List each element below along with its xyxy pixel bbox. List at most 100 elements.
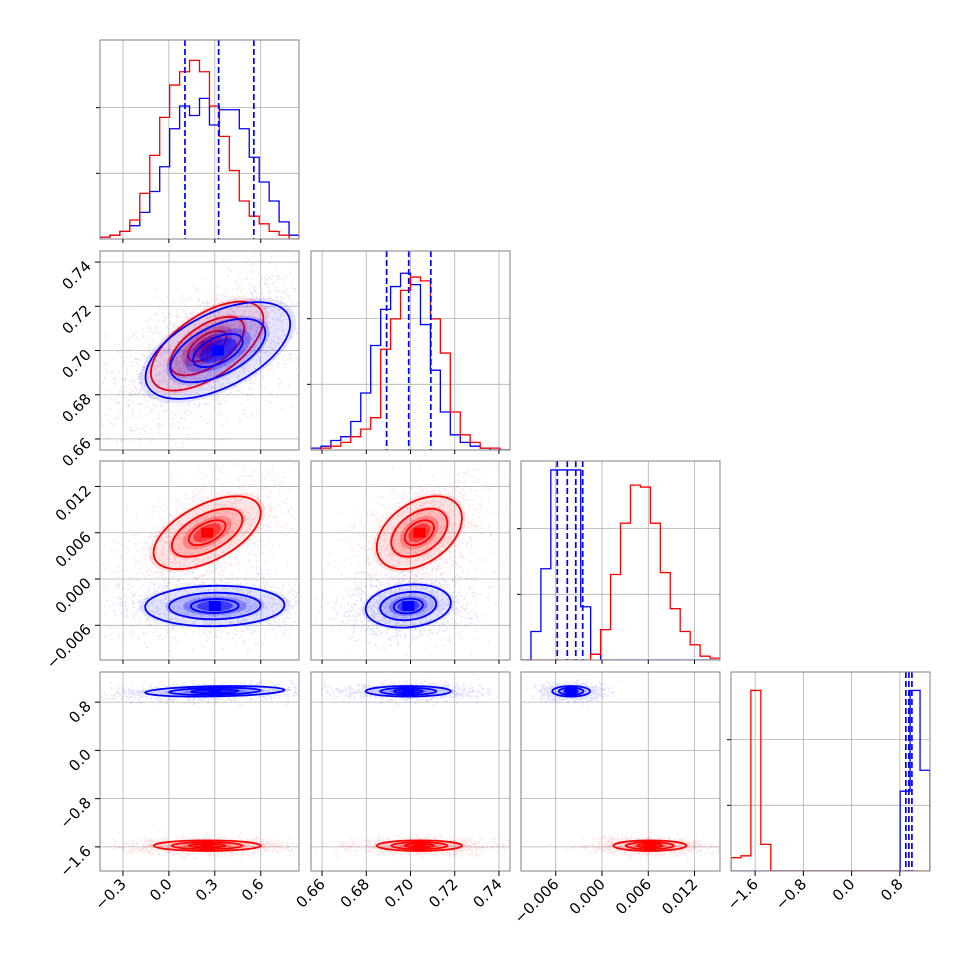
x-tick-label: 0.70 bbox=[381, 875, 417, 911]
contour-red bbox=[375, 495, 463, 571]
x-tick-label: −0.8 bbox=[772, 875, 810, 913]
panel-content bbox=[311, 251, 510, 450]
panel-content bbox=[100, 461, 299, 660]
contour-blue bbox=[563, 688, 579, 695]
panel-content bbox=[311, 672, 510, 871]
panel-frame bbox=[520, 671, 721, 872]
hist-line-red bbox=[521, 484, 720, 660]
y-tick-label: −0.8 bbox=[56, 794, 94, 832]
contour-red bbox=[403, 842, 435, 849]
hist-panel-2 bbox=[517, 460, 721, 661]
x-tick-label: 0.012 bbox=[658, 875, 701, 918]
contour-blue bbox=[379, 686, 438, 696]
x-tick-label: 0.72 bbox=[425, 875, 461, 911]
pair-panel-1-3 bbox=[310, 671, 511, 872]
panel-content bbox=[100, 672, 299, 871]
contour-blue bbox=[144, 584, 286, 628]
hist-line-red bbox=[731, 689, 930, 871]
panel-content bbox=[521, 672, 720, 871]
contour-blue bbox=[168, 686, 262, 696]
panel-content bbox=[311, 461, 510, 660]
contour-red bbox=[390, 507, 449, 558]
hist-line-blue bbox=[100, 97, 299, 239]
contour-blue bbox=[557, 686, 585, 696]
contour-red bbox=[169, 315, 246, 377]
contour-red bbox=[171, 507, 244, 558]
x-tick-label: 0.006 bbox=[612, 875, 655, 918]
contour-blue bbox=[392, 597, 424, 615]
y-tick-label: 0.8 bbox=[65, 697, 95, 727]
y-tick-label: 0.68 bbox=[58, 390, 94, 426]
x-tick-label: 0.74 bbox=[469, 875, 505, 911]
density-core-red bbox=[201, 527, 214, 538]
density-core-blue bbox=[402, 686, 415, 697]
density-core-red bbox=[413, 840, 426, 851]
density-core-red bbox=[413, 527, 426, 538]
x-tick-label: 0.0 bbox=[829, 875, 859, 905]
x-tick-label: −0.3 bbox=[91, 875, 129, 913]
contour-blue bbox=[190, 598, 240, 614]
panel-content bbox=[731, 672, 930, 871]
density-core-blue bbox=[208, 686, 221, 697]
hist-panel-0 bbox=[96, 39, 300, 240]
pair-panel-2-3 bbox=[520, 671, 721, 872]
x-tick-label: 0.66 bbox=[293, 875, 329, 911]
scatter-points-blue bbox=[100, 253, 299, 448]
density-core-blue bbox=[208, 601, 221, 612]
contour-red bbox=[390, 841, 449, 851]
density-core-red bbox=[201, 840, 214, 851]
contour-blue bbox=[144, 301, 292, 400]
contour-blue bbox=[392, 688, 424, 695]
y-tick-label: 0.006 bbox=[52, 528, 95, 571]
contour-blue bbox=[190, 688, 240, 695]
y-tick-label: 0.72 bbox=[58, 301, 94, 337]
panel-frame bbox=[730, 671, 931, 872]
density-core-red bbox=[643, 840, 656, 851]
pair-panel-1-2 bbox=[310, 460, 511, 661]
contour-red bbox=[612, 839, 688, 852]
contour-blue bbox=[168, 591, 262, 621]
contour-blue bbox=[144, 685, 286, 698]
pair-panel-0-2 bbox=[99, 460, 300, 661]
hist-panel-3 bbox=[727, 671, 931, 872]
y-tick-label: 0.012 bbox=[52, 482, 95, 525]
contour-red bbox=[636, 842, 664, 849]
hist-panel-1 bbox=[307, 250, 511, 451]
x-tick-label: 0.8 bbox=[877, 875, 907, 905]
y-tick-label: −1.6 bbox=[56, 842, 94, 880]
density-core-blue bbox=[211, 345, 224, 356]
hist-line-red bbox=[100, 59, 299, 239]
contour-blue bbox=[364, 583, 452, 629]
x-tick-label: 0.0 bbox=[146, 875, 176, 905]
y-tick-label: 0.70 bbox=[58, 346, 94, 382]
scatter-points-blue bbox=[100, 553, 299, 652]
contour-blue bbox=[379, 590, 438, 622]
contour-red bbox=[187, 519, 227, 547]
contour-red bbox=[152, 839, 262, 852]
panel-content bbox=[521, 461, 720, 660]
contour-red bbox=[149, 300, 265, 392]
y-tick-label: 0.66 bbox=[58, 434, 94, 470]
scatter-points-red bbox=[550, 831, 720, 860]
y-tick-label: 0.000 bbox=[52, 574, 95, 617]
hist-line-red bbox=[311, 276, 510, 450]
contour-blue bbox=[169, 317, 267, 384]
y-tick-label: 0.74 bbox=[58, 257, 94, 293]
x-tick-label: 0.3 bbox=[192, 875, 222, 905]
contour-red bbox=[403, 519, 435, 547]
contour-red bbox=[187, 842, 227, 849]
contour-red bbox=[171, 841, 244, 851]
x-tick-label: −1.6 bbox=[723, 875, 761, 913]
contour-blue bbox=[364, 685, 452, 698]
contour-red bbox=[375, 839, 463, 852]
panel-frame bbox=[520, 460, 721, 661]
y-tick-label: 0.0 bbox=[65, 745, 95, 775]
panel-content bbox=[100, 251, 299, 450]
panel-content bbox=[100, 40, 299, 239]
hist-line-blue bbox=[311, 272, 510, 450]
y-tick-label: −0.006 bbox=[43, 620, 95, 672]
contour-blue bbox=[551, 685, 591, 698]
panel-frame bbox=[99, 460, 300, 661]
density-core-blue bbox=[565, 686, 578, 697]
